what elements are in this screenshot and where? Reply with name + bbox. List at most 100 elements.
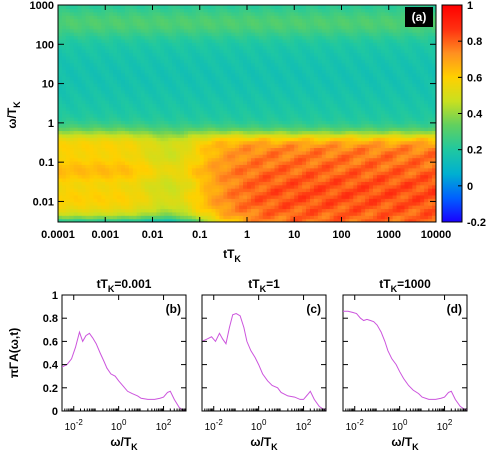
heatmap-cell <box>172 181 177 186</box>
heatmap-cell <box>168 181 173 186</box>
heatmap-cell <box>250 184 256 189</box>
heatmap-cell <box>195 171 201 176</box>
heatmap-cell <box>278 188 284 193</box>
heatmap-cell <box>270 144 276 149</box>
heatmap-cell <box>69 116 75 121</box>
heatmap-cell <box>247 86 252 91</box>
heatmap-cell <box>298 15 303 20</box>
heatmap-cell <box>128 174 134 179</box>
heatmap-cell <box>266 184 272 189</box>
heatmap-cell <box>321 76 327 81</box>
heatmap-cell <box>101 188 106 193</box>
heatmap-cell <box>124 69 130 74</box>
heatmap-cell <box>294 191 299 196</box>
heatmap-cell <box>144 177 150 182</box>
heatmap-cell <box>207 96 213 101</box>
heatmap-cell <box>317 116 323 121</box>
heatmap-cell <box>184 21 189 26</box>
heatmap-cell <box>310 160 315 165</box>
heatmap-cell <box>325 133 331 138</box>
heatmap-cell <box>361 106 366 111</box>
heatmap-cell <box>128 62 134 67</box>
heatmap-cell <box>89 188 95 193</box>
heatmap-cell <box>81 215 87 220</box>
heatmap-cell <box>113 72 118 77</box>
heatmap-cell <box>317 160 323 165</box>
heatmap-cell <box>160 140 165 145</box>
heatmap-cell <box>247 79 252 84</box>
heatmap-cell <box>148 8 154 13</box>
heatmap-cell <box>184 218 189 222</box>
heatmap-cell <box>258 198 264 203</box>
heatmap-cell <box>298 38 303 43</box>
heatmap-cell <box>215 45 221 50</box>
heatmap-cell <box>140 86 146 91</box>
heatmap-cell <box>353 147 358 152</box>
heatmap-cell <box>61 86 67 91</box>
heatmap-cell <box>266 103 272 108</box>
heatmap-cell <box>231 174 236 179</box>
heatmap-cell <box>101 130 106 135</box>
heatmap-cell <box>187 205 193 210</box>
heatmap-cell <box>168 103 173 108</box>
heatmap-cell <box>211 205 217 210</box>
heatmap-cell <box>140 89 146 94</box>
heatmap-cell <box>270 18 276 23</box>
heatmap-cell <box>274 35 280 40</box>
heatmap-cell <box>199 194 205 199</box>
heatmap-cell <box>58 76 63 81</box>
heatmap-cell <box>172 96 177 101</box>
heatmap-cell <box>353 201 358 206</box>
heatmap-cell <box>274 120 280 125</box>
heatmap-cell <box>262 42 268 47</box>
heatmap-cell <box>219 110 224 115</box>
heatmap-cell <box>211 32 217 37</box>
heatmap-cell <box>243 32 248 37</box>
heatmap-cell <box>345 171 350 176</box>
heatmap-cell <box>353 157 358 162</box>
heatmap-cell <box>61 160 67 165</box>
heatmap-cell <box>195 106 201 111</box>
heatmap-cell <box>239 18 244 23</box>
heatmap-cell <box>117 116 122 121</box>
heatmap-cell <box>250 137 256 142</box>
heatmap-cell <box>349 160 354 165</box>
heatmap-cell <box>313 18 319 23</box>
heatmap-cell <box>227 62 232 67</box>
heatmap-cell <box>302 154 307 159</box>
heatmap-cell <box>195 69 201 74</box>
heatmap-cell <box>184 191 189 196</box>
heatmap-cell <box>349 99 354 104</box>
heatmap-cell <box>345 21 350 26</box>
heatmap-cell <box>282 76 287 81</box>
heatmap-cell <box>207 28 213 33</box>
heatmap-cell <box>89 45 95 50</box>
heatmap-cell <box>215 215 221 220</box>
heatmap-cell <box>89 49 95 54</box>
heatmap-cell <box>113 103 118 108</box>
heatmap-cell <box>243 201 248 206</box>
heatmap-cell <box>231 35 236 40</box>
heatmap-cell <box>349 174 354 179</box>
heatmap-cell <box>294 38 299 43</box>
heatmap-cell <box>239 194 244 199</box>
heatmap-cell <box>101 211 106 216</box>
heatmap-cell <box>223 133 228 138</box>
heatmap-cell <box>195 32 201 37</box>
heatmap-cell <box>73 86 79 91</box>
heatmap-cell <box>180 147 185 152</box>
heatmap-cell <box>239 123 244 128</box>
heatmap-cell <box>89 106 95 111</box>
heatmap-cell <box>258 130 264 135</box>
heatmap-cell <box>227 120 232 125</box>
heatmap-cell <box>105 150 110 155</box>
heatmap-cell <box>353 150 358 155</box>
heatmap-cell <box>85 106 91 111</box>
heatmap-cell <box>93 198 98 203</box>
heatmap-cell <box>247 11 252 16</box>
heatmap-cell <box>81 211 87 216</box>
heatmap-cell <box>73 137 79 142</box>
heatmap-cell <box>219 191 224 196</box>
heatmap-cell <box>89 147 95 152</box>
heatmap-cell <box>286 157 291 162</box>
